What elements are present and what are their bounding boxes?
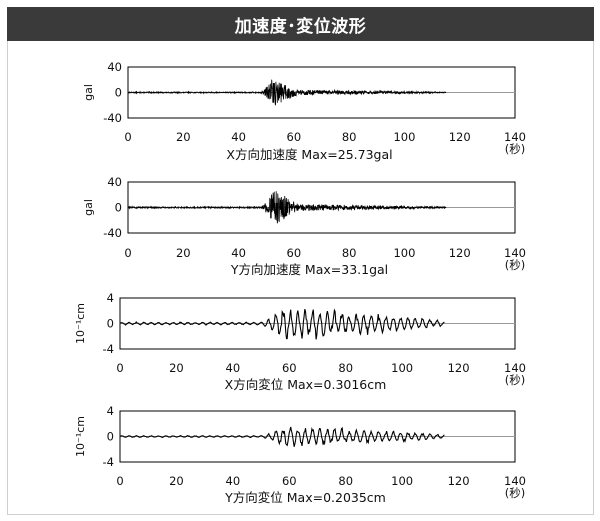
x-tick-label: 0 [116, 474, 123, 488]
chart-title: Y方向変位 Max=0.2035cm [224, 490, 386, 505]
x-tick-label: 100 [391, 474, 413, 488]
x-tick-label: 60 [282, 361, 297, 375]
y-tick-label: 4 [107, 291, 114, 305]
y-axis-label: 10⁻¹cm [74, 303, 87, 344]
y-tick-label: 40 [107, 175, 122, 189]
x-tick-label: 40 [226, 474, 241, 488]
x-tick-label: 140 [504, 361, 526, 375]
waveform-line [127, 79, 447, 106]
y-tick-label: -4 [103, 455, 114, 469]
x-tick-label: 40 [231, 130, 246, 144]
y-tick-label: 0 [107, 430, 114, 444]
chart-title: Y方向加速度 Max=33.1gal [230, 262, 388, 277]
x-tick-label: 100 [393, 130, 415, 144]
y-axis-label: gal [82, 199, 95, 216]
x-tick-label: 80 [338, 361, 353, 375]
chart-title: X方向変位 Max=0.3016cm [225, 377, 387, 392]
x-tick-label: 120 [449, 246, 471, 260]
y-tick-label: -40 [103, 226, 122, 240]
x-axis-unit: (秒) [505, 486, 525, 500]
x-tick-label: 140 [504, 474, 526, 488]
x-tick-label: 140 [504, 130, 526, 144]
y-tick-label: 0 [107, 317, 114, 331]
x-tick-label: 20 [176, 246, 191, 260]
x-tick-label: 60 [287, 246, 302, 260]
x-tick-label: 120 [448, 361, 470, 375]
x-tick-label: 0 [124, 130, 131, 144]
x-tick-label: 40 [231, 246, 246, 260]
x-tick-label: 100 [393, 246, 415, 260]
y-tick-label: -40 [103, 111, 122, 125]
x-tick-label: 80 [338, 474, 353, 488]
x-axis-unit: (秒) [505, 142, 525, 156]
x-tick-label: 60 [282, 474, 297, 488]
x-axis-unit: (秒) [505, 258, 525, 272]
x-tick-label: 140 [504, 246, 526, 260]
x-tick-label: 0 [116, 361, 123, 375]
y-tick-label: 4 [107, 404, 114, 418]
x-tick-label: 120 [449, 130, 471, 144]
y-tick-label: 40 [107, 60, 122, 74]
y-tick-label: -4 [103, 342, 114, 356]
x-tick-label: 120 [448, 474, 470, 488]
page-title: 加速度･変位波形 [7, 7, 594, 41]
y-axis-label: gal [82, 84, 95, 101]
x-tick-label: 80 [342, 130, 357, 144]
waveform-line [127, 191, 447, 224]
x-tick-label: 100 [391, 361, 413, 375]
y-tick-label: 0 [115, 201, 122, 215]
y-axis-label: 10⁻¹cm [74, 416, 87, 457]
x-tick-label: 20 [169, 361, 184, 375]
x-tick-label: 20 [176, 130, 191, 144]
waveform-line [119, 308, 445, 340]
x-tick-label: 40 [226, 361, 241, 375]
page-title-text: 加速度･変位波形 [234, 16, 367, 37]
x-axis-unit: (秒) [505, 373, 525, 387]
x-tick-label: 0 [124, 246, 131, 260]
waveform-line [119, 426, 445, 447]
y-tick-label: 0 [115, 86, 122, 100]
x-tick-label: 60 [287, 130, 302, 144]
x-tick-label: 20 [169, 474, 184, 488]
chart-title: X方向加速度 Max=25.73gal [226, 147, 392, 162]
x-tick-label: 80 [342, 246, 357, 260]
